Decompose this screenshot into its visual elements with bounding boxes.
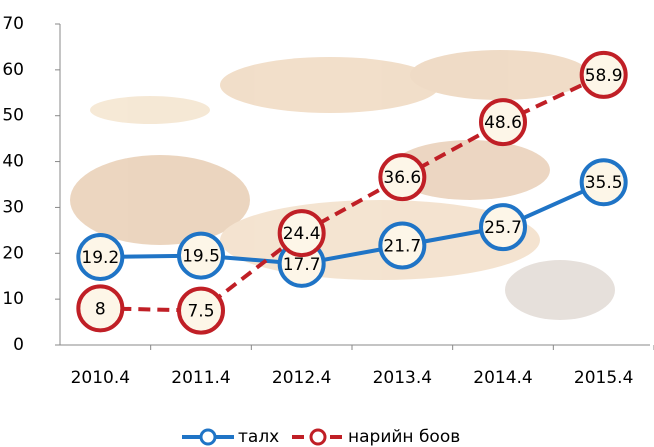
data-label: 48.6 bbox=[484, 113, 522, 133]
chart: 0 10 20 30 40 50 60 70 2010.4 2011.4 2012.4 2013.4 2… bbox=[0, 0, 654, 447]
data-label: 25.7 bbox=[484, 218, 522, 238]
legend-label: нарийн боов bbox=[348, 427, 460, 447]
data-label: 8 bbox=[95, 299, 106, 319]
legend-marker bbox=[311, 430, 325, 444]
x-tick-label: 2014.4 bbox=[473, 368, 532, 388]
y-tick-label: 60 bbox=[2, 60, 24, 80]
y-tick-label: 70 bbox=[2, 14, 24, 34]
legend-marker bbox=[201, 430, 215, 444]
data-label: 21.7 bbox=[383, 236, 421, 256]
y-tick-label: 20 bbox=[2, 243, 24, 263]
data-label: 35.5 bbox=[585, 173, 623, 193]
data-label: 17.7 bbox=[283, 255, 321, 275]
data-label: 58.9 bbox=[585, 66, 623, 86]
x-tick-label: 2013.4 bbox=[373, 368, 432, 388]
data-label: 19.2 bbox=[81, 248, 119, 268]
y-tick-label: 30 bbox=[2, 197, 24, 217]
legend-label: талх bbox=[238, 427, 279, 447]
y-tick-label: 50 bbox=[2, 106, 24, 126]
y-tick-label: 0 bbox=[13, 335, 24, 355]
background-decoration bbox=[70, 50, 615, 320]
data-label: 24.4 bbox=[283, 224, 321, 244]
y-tick-label: 10 bbox=[2, 289, 24, 309]
x-tick-label: 2015.4 bbox=[574, 368, 633, 388]
x-tick-label: 2012.4 bbox=[272, 368, 331, 388]
y-tick-label: 40 bbox=[2, 152, 24, 172]
data-label: 7.5 bbox=[187, 302, 214, 322]
data-label: 19.5 bbox=[182, 247, 220, 267]
x-tick-label: 2011.4 bbox=[171, 368, 230, 388]
x-tick-label: 2010.4 bbox=[71, 368, 130, 388]
data-label: 36.6 bbox=[383, 168, 421, 188]
